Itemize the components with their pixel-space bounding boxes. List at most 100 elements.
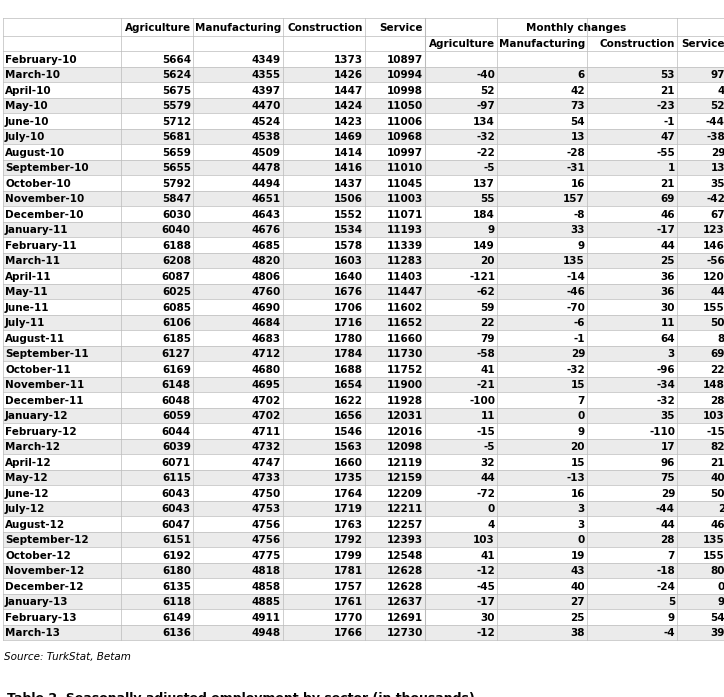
Text: Construction: Construction [599, 39, 675, 49]
Text: 6118: 6118 [162, 597, 191, 607]
Text: August-12: August-12 [5, 519, 65, 530]
Text: 44: 44 [660, 519, 675, 530]
Text: 4690: 4690 [252, 302, 281, 312]
Text: 10897: 10897 [387, 54, 423, 65]
Text: 30: 30 [660, 302, 675, 312]
Bar [3, 284, 724, 299]
Text: July-10: July-10 [5, 132, 46, 142]
Text: 6059: 6059 [162, 411, 191, 421]
Text: 12098: 12098 [387, 442, 423, 452]
Text: 12016: 12016 [387, 427, 423, 436]
Bar [3, 314, 724, 330]
Text: -56: -56 [706, 256, 724, 266]
Text: November-12: November-12 [5, 566, 84, 576]
Text: 5659: 5659 [162, 148, 191, 158]
Text: 184: 184 [473, 210, 495, 220]
Text: 11730: 11730 [387, 349, 423, 359]
Text: February-13: February-13 [5, 613, 77, 622]
Text: 3: 3 [578, 519, 585, 530]
Text: 11193: 11193 [387, 225, 423, 235]
Text: 1622: 1622 [334, 395, 363, 406]
Text: 80: 80 [710, 566, 724, 576]
Text: 5712: 5712 [162, 116, 191, 127]
Text: 4349: 4349 [252, 54, 281, 65]
Text: March-13: March-13 [5, 628, 60, 638]
Text: 12209: 12209 [387, 489, 423, 498]
Text: 11900: 11900 [387, 380, 423, 390]
Text: 6044: 6044 [161, 427, 191, 436]
Text: 12548: 12548 [387, 551, 423, 560]
Text: March-11: March-11 [5, 256, 60, 266]
Text: 6047: 6047 [161, 519, 191, 530]
Bar [3, 625, 724, 640]
Text: 4732: 4732 [252, 442, 281, 452]
Text: 4747: 4747 [251, 457, 281, 468]
Text: -8: -8 [573, 210, 585, 220]
Text: 12730: 12730 [387, 628, 423, 638]
Text: 12257: 12257 [387, 519, 423, 530]
Bar [3, 18, 724, 36]
Text: 146: 146 [703, 240, 724, 250]
Bar [3, 98, 724, 113]
Text: -62: -62 [476, 287, 495, 297]
Text: 1766: 1766 [334, 628, 363, 638]
Text: 3: 3 [668, 349, 675, 359]
Text: 6136: 6136 [162, 628, 191, 638]
Text: 25: 25 [571, 613, 585, 622]
Text: 1563: 1563 [334, 442, 363, 452]
Text: 11652: 11652 [387, 318, 423, 328]
Text: -32: -32 [476, 132, 495, 142]
Text: 6085: 6085 [162, 302, 191, 312]
Bar [3, 190, 724, 206]
Text: 44: 44 [480, 473, 495, 483]
Text: August-11: August-11 [5, 334, 65, 344]
Text: -70: -70 [566, 302, 585, 312]
Text: 11071: 11071 [387, 210, 423, 220]
Text: 4911: 4911 [252, 613, 281, 622]
Text: -42: -42 [706, 194, 724, 204]
Text: June-11: June-11 [5, 302, 49, 312]
Text: 6127: 6127 [162, 349, 191, 359]
Text: 149: 149 [473, 240, 495, 250]
Text: 4756: 4756 [252, 519, 281, 530]
Text: 1656: 1656 [334, 411, 363, 421]
Text: 1506: 1506 [334, 194, 363, 204]
Text: 12159: 12159 [387, 473, 423, 483]
Bar [3, 66, 724, 82]
Text: 11283: 11283 [387, 256, 423, 266]
Text: 53: 53 [660, 70, 675, 80]
Bar [3, 578, 724, 594]
Text: 1763: 1763 [334, 519, 363, 530]
Text: 12031: 12031 [387, 411, 423, 421]
Text: 6192: 6192 [162, 551, 191, 560]
Text: January-12: January-12 [5, 411, 69, 421]
Text: Construction: Construction [287, 23, 363, 33]
Text: 5624: 5624 [162, 70, 191, 80]
Bar [3, 500, 724, 516]
Text: December-11: December-11 [5, 395, 83, 406]
Text: Agriculture: Agriculture [125, 23, 191, 33]
Text: 1764: 1764 [334, 489, 363, 498]
Text: 21: 21 [660, 86, 675, 95]
Text: 6151: 6151 [162, 535, 191, 545]
Text: December-12: December-12 [5, 581, 83, 592]
Text: 1546: 1546 [334, 427, 363, 436]
Text: 1603: 1603 [334, 256, 363, 266]
Bar [3, 423, 724, 438]
Text: 17: 17 [660, 442, 675, 452]
Text: 42: 42 [571, 86, 585, 95]
Text: -100: -100 [469, 395, 495, 406]
Text: November-11: November-11 [5, 380, 84, 390]
Text: 6087: 6087 [162, 272, 191, 282]
Text: 10997: 10997 [387, 148, 423, 158]
Text: 67: 67 [710, 210, 724, 220]
Text: 6030: 6030 [162, 210, 191, 220]
Text: 4: 4 [488, 519, 495, 530]
Text: 40: 40 [571, 581, 585, 592]
Text: 6185: 6185 [162, 334, 191, 344]
Bar [3, 547, 724, 562]
Text: 1578: 1578 [334, 240, 363, 250]
Text: 97: 97 [710, 70, 724, 80]
Text: 1706: 1706 [334, 302, 363, 312]
Text: 148: 148 [703, 380, 724, 390]
